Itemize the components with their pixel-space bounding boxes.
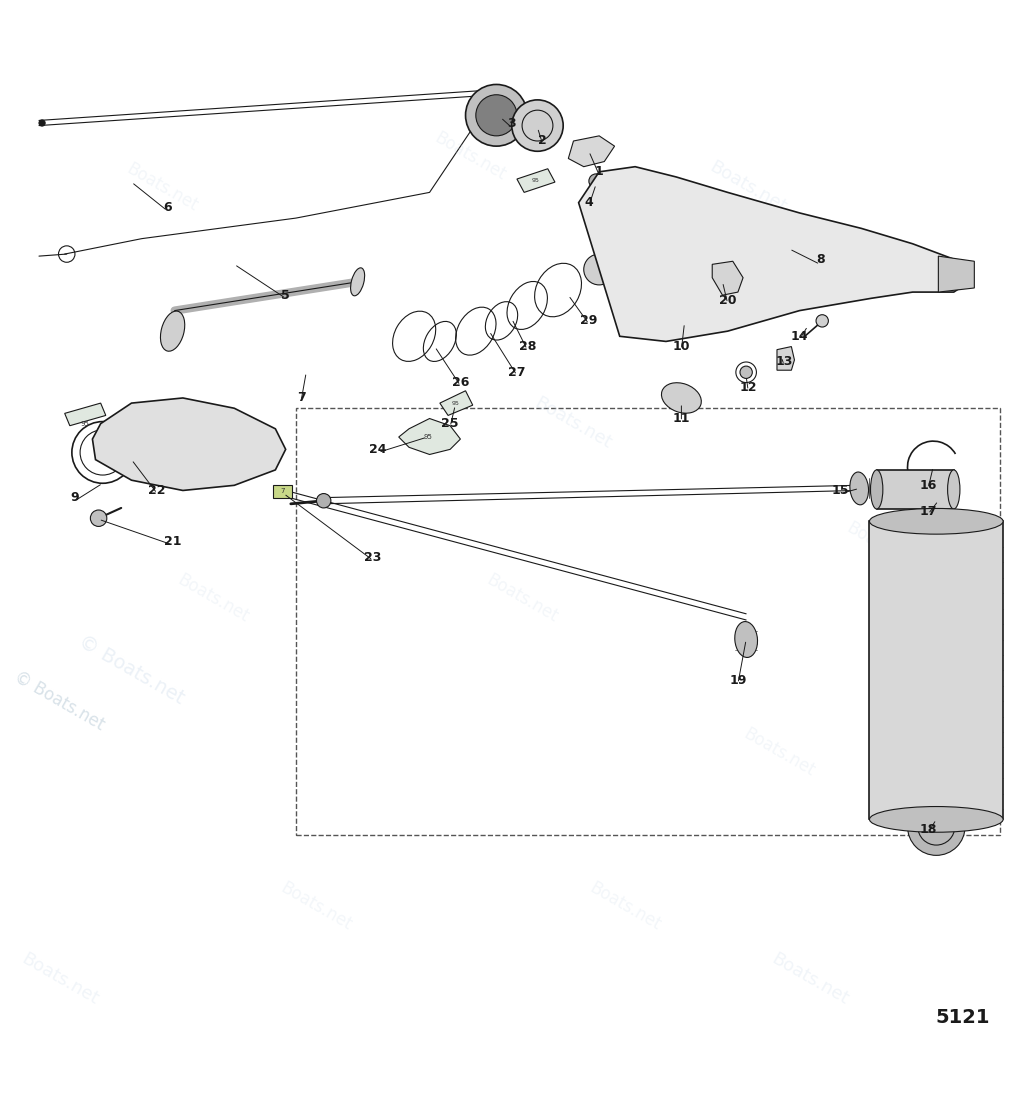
Ellipse shape (869, 806, 1003, 833)
Circle shape (740, 366, 752, 379)
Text: 95: 95 (423, 434, 432, 440)
Ellipse shape (870, 470, 883, 509)
Polygon shape (399, 419, 460, 454)
Circle shape (816, 315, 829, 327)
Text: 29: 29 (580, 314, 598, 327)
Text: Boats.net: Boats.net (707, 158, 789, 217)
Text: 25: 25 (441, 417, 459, 430)
Ellipse shape (850, 472, 868, 504)
Bar (296, 408, 1000, 835)
Text: 13: 13 (776, 356, 793, 369)
Circle shape (512, 100, 564, 151)
Text: Boats.net: Boats.net (483, 571, 560, 626)
Circle shape (465, 84, 527, 147)
Text: 26: 26 (452, 376, 469, 389)
Text: 20: 20 (719, 294, 737, 306)
Text: 24: 24 (370, 443, 386, 456)
Text: © Boats.net: © Boats.net (11, 668, 108, 734)
Text: Boats.net: Boats.net (531, 394, 615, 453)
Bar (869, 522, 1003, 819)
Ellipse shape (161, 311, 184, 351)
Polygon shape (440, 391, 472, 416)
Text: 9: 9 (70, 491, 80, 504)
Text: 95: 95 (531, 177, 540, 183)
Ellipse shape (350, 268, 365, 295)
Text: 5: 5 (282, 289, 290, 302)
Circle shape (39, 120, 46, 126)
Text: Boats.net: Boats.net (432, 129, 510, 184)
Circle shape (317, 493, 330, 508)
Text: Boats.net: Boats.net (843, 520, 921, 574)
Text: 7: 7 (296, 392, 306, 405)
Ellipse shape (869, 509, 1003, 534)
Polygon shape (517, 168, 555, 193)
Text: Boats.net: Boats.net (586, 880, 664, 934)
Text: 5121: 5121 (936, 1009, 989, 1027)
Text: 15: 15 (832, 484, 850, 497)
Ellipse shape (661, 383, 701, 414)
Polygon shape (569, 136, 614, 166)
Text: 95: 95 (452, 400, 459, 406)
Text: 4: 4 (584, 196, 594, 209)
Text: Boats.net: Boats.net (768, 950, 852, 1008)
Text: Boats.net: Boats.net (18, 950, 102, 1008)
Text: 19: 19 (729, 674, 747, 687)
Text: 21: 21 (164, 535, 181, 548)
Polygon shape (712, 261, 743, 295)
Polygon shape (64, 403, 106, 426)
Text: 2: 2 (539, 135, 547, 148)
Text: 17: 17 (919, 504, 937, 517)
Ellipse shape (948, 470, 960, 509)
Text: 12: 12 (740, 381, 757, 394)
Polygon shape (777, 347, 795, 370)
Text: 3: 3 (508, 117, 516, 130)
Text: 1: 1 (595, 165, 604, 178)
Polygon shape (939, 256, 974, 292)
Text: 22: 22 (148, 484, 166, 497)
Ellipse shape (735, 621, 757, 657)
Circle shape (679, 294, 691, 306)
Text: Boats.net: Boats.net (175, 571, 253, 626)
Bar (876, 470, 954, 509)
Circle shape (90, 510, 107, 526)
Circle shape (588, 174, 603, 188)
Text: Boats.net: Boats.net (278, 880, 355, 934)
Circle shape (583, 254, 614, 284)
Text: 95: 95 (81, 421, 90, 427)
Text: 16: 16 (919, 479, 937, 492)
Text: 6: 6 (163, 201, 172, 214)
Text: 8: 8 (815, 253, 825, 266)
Text: 28: 28 (519, 340, 536, 353)
Text: Boats.net: Boats.net (740, 725, 817, 780)
Text: 18: 18 (919, 823, 937, 836)
Circle shape (908, 798, 966, 856)
Text: 11: 11 (672, 412, 690, 424)
Text: © Boats.net: © Boats.net (76, 632, 188, 708)
Text: Boats.net: Boats.net (123, 160, 201, 214)
Text: 23: 23 (365, 550, 381, 563)
Text: 10: 10 (672, 340, 690, 353)
Text: 27: 27 (509, 365, 525, 379)
Polygon shape (578, 166, 970, 341)
Polygon shape (92, 398, 286, 490)
Text: 7: 7 (281, 489, 285, 494)
Circle shape (476, 95, 517, 136)
Text: 14: 14 (790, 329, 808, 342)
Bar (274, 486, 292, 498)
